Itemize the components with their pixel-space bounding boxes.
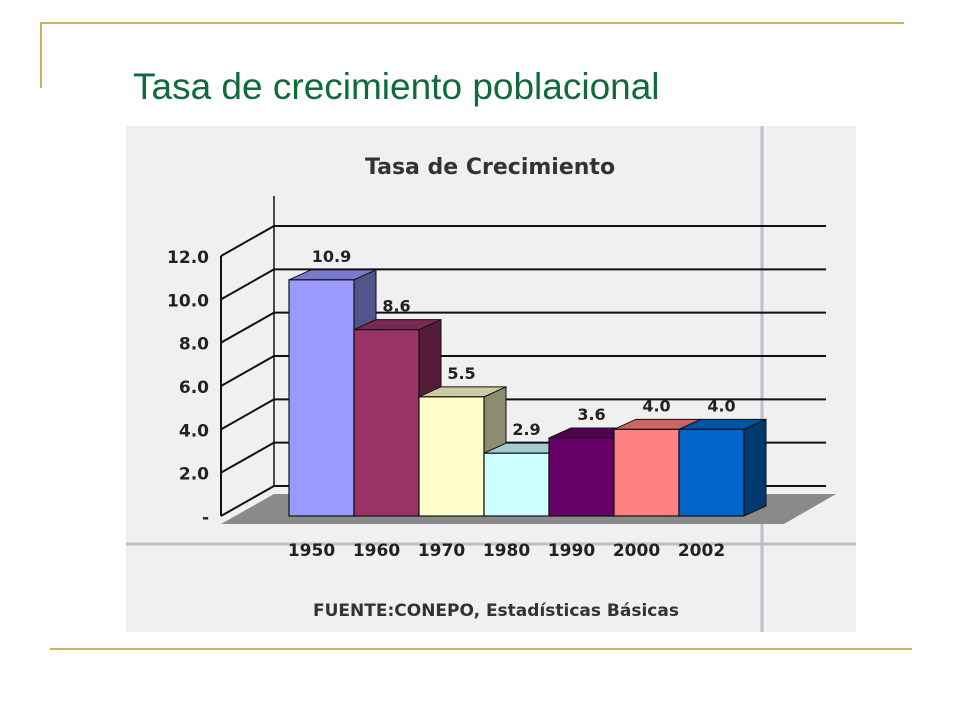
gridline-side	[220, 355, 275, 387]
data-label: 10.9	[312, 247, 351, 266]
bar-front	[678, 428, 745, 517]
y-tick-label: 10.0	[167, 291, 209, 311]
chart-source: FUENTE:CONEPO, Estadísticas Básicas	[313, 601, 679, 621]
bar-side	[743, 418, 767, 517]
data-label: 4.0	[642, 396, 670, 415]
bar-front	[418, 396, 485, 517]
y-tick-label: -	[202, 508, 209, 528]
bar-front	[288, 279, 355, 517]
chart-title: Tasa de Crecimiento	[365, 155, 615, 180]
y-tick-label: 2.0	[179, 465, 209, 485]
chart-background	[126, 126, 856, 632]
bar-front	[613, 428, 680, 517]
left-rule	[40, 22, 42, 88]
bar-front	[483, 452, 550, 517]
data-label: 8.6	[382, 297, 410, 316]
chart-image: - 2.0 4.0 6.0 8.0 10.0 12.0 10.9 1950 8.6 1960 5.5 1…	[126, 126, 856, 632]
x-tick-label: 2000	[613, 541, 660, 561]
gridline-side	[220, 485, 275, 517]
data-label: 4.0	[707, 396, 735, 415]
y-tick-label: 4.0	[179, 421, 209, 441]
y-tick-label: 8.0	[179, 335, 209, 355]
data-label: 5.5	[447, 364, 475, 383]
slide-title: Tasa de crecimiento poblacional	[133, 66, 660, 107]
x-tick-label: 2002	[678, 541, 725, 561]
gridline-side	[220, 398, 275, 431]
data-label: 2.9	[512, 420, 540, 439]
gridline-side	[220, 441, 275, 474]
gridline-side	[220, 225, 275, 257]
bottom-rule	[50, 648, 912, 650]
x-tick-label: 1990	[548, 541, 595, 561]
bar-2002	[678, 418, 767, 517]
bar-front	[548, 437, 615, 517]
gridline-side	[220, 311, 275, 344]
data-label: 3.6	[577, 405, 605, 424]
x-tick-label: 1980	[483, 541, 530, 561]
y-tick-label: 12.0	[167, 248, 209, 268]
bar-chart: - 2.0 4.0 6.0 8.0 10.0 12.0 10.9 1950 8.6 1960 5.5 1…	[126, 126, 856, 632]
gridline-side	[220, 268, 275, 301]
y-tick-label: 6.0	[179, 378, 209, 398]
x-tick-label: 1970	[418, 541, 465, 561]
bar-front	[353, 329, 420, 517]
x-tick-label: 1960	[353, 541, 400, 561]
x-tick-label: 1950	[288, 541, 335, 561]
top-rule	[40, 22, 904, 24]
